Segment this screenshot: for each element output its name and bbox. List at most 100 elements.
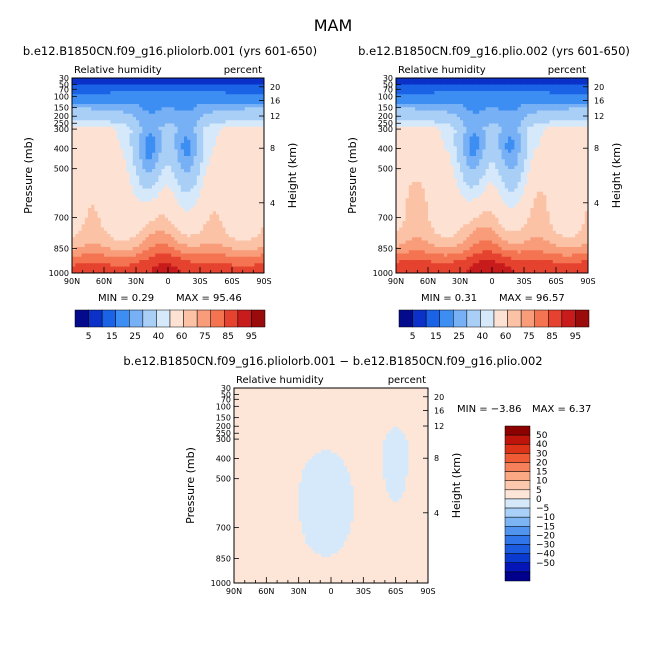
heatmap-cell: [200, 169, 204, 173]
heatmap-cell: [104, 188, 108, 193]
heatmap-cell: [168, 240, 172, 245]
heatmap-cell: [196, 104, 201, 108]
heatmap-cell: [110, 234, 115, 238]
heatmap-cell: [212, 123, 217, 128]
heatmap-cell: [434, 204, 439, 209]
heatmap-cell: [132, 260, 137, 264]
heatmap-cell: [415, 84, 419, 89]
heatmap-cell: [72, 139, 76, 144]
heatmap-cell: [72, 178, 76, 183]
heatmap-cell: [415, 152, 419, 157]
heatmap-cell: [235, 240, 239, 245]
heatmap-cell: [180, 91, 185, 95]
heatmap-cell: [203, 198, 207, 203]
heatmap-cell: [184, 217, 188, 222]
heatmap-cell: [180, 162, 185, 167]
heatmap-cell: [216, 191, 220, 196]
heatmap-cell: [187, 117, 191, 121]
heatmap-cell: [216, 94, 220, 99]
heatmap-cell: [254, 201, 259, 206]
heatmap-cell: [228, 94, 233, 99]
heatmap-cell: [168, 243, 172, 248]
heatmap-cell: [190, 243, 195, 248]
heatmap-cell: [158, 250, 163, 255]
heatmap-cell: [228, 143, 233, 147]
heatmap-cell: [216, 195, 220, 199]
heatmap-cell: [456, 149, 461, 154]
heatmap-cell: [84, 110, 89, 115]
heatmap-cell: [129, 191, 134, 196]
heatmap-cell: [219, 130, 223, 134]
heatmap-cell: [209, 204, 214, 209]
heatmap-cell: [148, 191, 153, 196]
heatmap-cell: [196, 143, 201, 147]
heatmap-cell: [155, 230, 159, 235]
heatmap-cell: [424, 208, 429, 212]
heatmap-cell: [97, 221, 102, 225]
heatmap-cell: [78, 195, 83, 199]
heatmap-cell: [434, 224, 439, 229]
heatmap-cell: [174, 110, 179, 115]
heatmap-cell: [136, 250, 140, 255]
heatmap-cell: [158, 217, 163, 222]
heatmap-cell: [431, 143, 435, 147]
heatmap-cell: [222, 110, 227, 115]
heatmap-cell: [152, 120, 156, 125]
heatmap-cell: [225, 130, 230, 134]
heatmap-cell: [219, 162, 223, 167]
heatmap-cell: [193, 260, 198, 264]
heatmap-cell: [97, 188, 102, 193]
heatmap-cell: [158, 104, 163, 108]
heatmap-cell: [152, 143, 156, 147]
heatmap-cell: [120, 224, 124, 229]
heatmap-cell: [148, 165, 153, 170]
heatmap-cell: [164, 152, 169, 157]
heatmap-cell: [257, 211, 262, 216]
heatmap-cell: [405, 230, 410, 235]
heatmap-cell: [254, 266, 259, 271]
heatmap-cell: [104, 113, 108, 118]
heatmap-cell: [104, 263, 108, 268]
heatmap-cell: [164, 269, 169, 273]
heatmap-cell: [72, 198, 76, 203]
heatmap-cell: [84, 185, 89, 190]
heatmap-cell: [431, 130, 435, 134]
heatmap-cell: [75, 133, 79, 138]
heatmap-cell: [100, 178, 105, 183]
heatmap-cell: [434, 260, 439, 264]
heatmap-cell: [244, 104, 249, 108]
heatmap-cell: [161, 195, 166, 199]
heatmap-cell: [209, 243, 214, 248]
heatmap-cell: [171, 152, 175, 157]
heatmap-cell: [244, 211, 249, 216]
heatmap-cell: [174, 234, 179, 238]
heatmap-cell: [180, 169, 185, 173]
heatmap-cell: [190, 217, 195, 222]
heatmap-cell: [91, 182, 95, 186]
heatmap-cell: [206, 120, 211, 125]
heatmap-cell: [418, 78, 423, 82]
heatmap-cell: [412, 253, 416, 258]
heatmap-cell: [248, 217, 252, 222]
heatmap-cell: [412, 87, 416, 92]
heatmap-cell: [434, 162, 439, 167]
heatmap-cell: [164, 178, 169, 183]
heatmap-cell: [78, 185, 83, 190]
heatmap-cell: [155, 227, 159, 232]
heatmap-cell: [405, 78, 410, 82]
heatmap-cell: [216, 123, 220, 128]
heatmap-cell: [437, 94, 442, 99]
heatmap-cell: [168, 237, 172, 242]
heatmap-cell: [434, 91, 439, 95]
heatmap-cell: [222, 149, 227, 154]
heatmap-cell: [228, 78, 233, 82]
heatmap-cell: [251, 94, 255, 99]
heatmap-cell: [405, 178, 410, 183]
heatmap-cell: [450, 126, 455, 131]
heatmap-cell: [123, 139, 127, 144]
heatmap-cell: [107, 165, 111, 170]
heatmap-cell: [421, 113, 426, 118]
heatmap-cell: [110, 185, 115, 190]
heatmap-cell: [126, 84, 131, 89]
heatmap-cell: [91, 152, 95, 157]
